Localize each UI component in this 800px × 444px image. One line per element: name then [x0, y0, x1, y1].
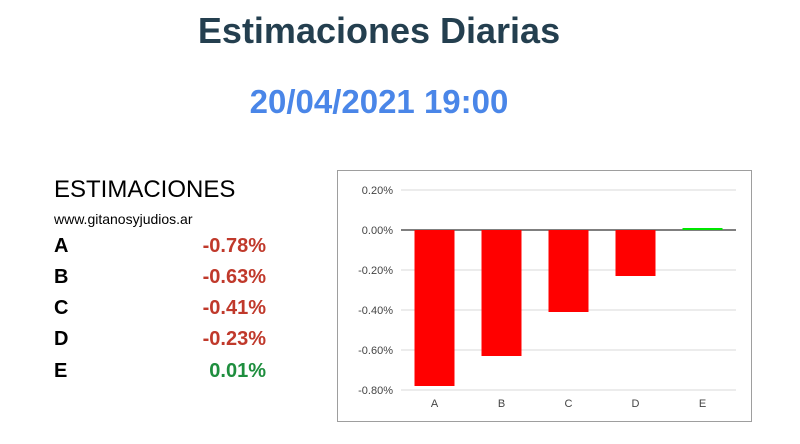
bar-a — [414, 230, 455, 386]
estimation-row-e: E 0.01% — [54, 360, 266, 388]
report-datetime: 20/04/2021 19:00 — [249, 83, 509, 120]
estimation-row-a: A -0.78% — [54, 235, 266, 263]
bar-chart-svg: 0.20% 0.00% -0.20% -0.40% -0.60% -0.80% A B C D E — [358, 185, 736, 410]
estimation-letter: E — [54, 360, 68, 382]
bar-e — [682, 228, 723, 230]
estimation-value: -0.23% — [202, 328, 266, 350]
y-tick-label: -0.40% — [358, 305, 393, 317]
page-title: Estimaciones Diarias — [197, 10, 561, 51]
x-tick-label: C — [565, 398, 573, 410]
estimation-value: -0.78% — [202, 235, 266, 257]
estimation-row-c: C -0.41% — [54, 297, 266, 325]
bar-d — [615, 230, 656, 276]
y-tick-label: -0.60% — [358, 345, 393, 357]
bar-c — [548, 230, 589, 312]
estimation-row-d: D -0.23% — [54, 328, 266, 356]
y-tick-label: 0.20% — [362, 185, 393, 197]
estimation-value: -0.41% — [202, 297, 266, 319]
estimation-letter: B — [54, 266, 69, 288]
y-tick-label: -0.80% — [358, 385, 393, 397]
y-tick-label: 0.00% — [362, 225, 393, 237]
estimation-letter: D — [54, 328, 69, 350]
y-tick-label: -0.20% — [358, 265, 393, 277]
bar-b — [481, 230, 522, 356]
x-tick-label: B — [498, 398, 505, 410]
estimations-heading: ESTIMACIONES — [54, 176, 236, 203]
x-tick-label: D — [632, 398, 640, 410]
estimation-value: 0.01% — [209, 360, 266, 382]
website-label: www.gitanosyjudios.ar — [54, 211, 193, 227]
estimation-row-b: B -0.63% — [54, 266, 266, 294]
estimation-letter: C — [54, 297, 69, 319]
estimation-letter: A — [54, 235, 69, 257]
estimation-value: -0.63% — [202, 266, 266, 288]
x-tick-label: A — [431, 398, 439, 410]
bar-chart: 0.20% 0.00% -0.20% -0.40% -0.60% -0.80% A B C D E — [337, 170, 752, 422]
x-tick-label: E — [699, 398, 706, 410]
